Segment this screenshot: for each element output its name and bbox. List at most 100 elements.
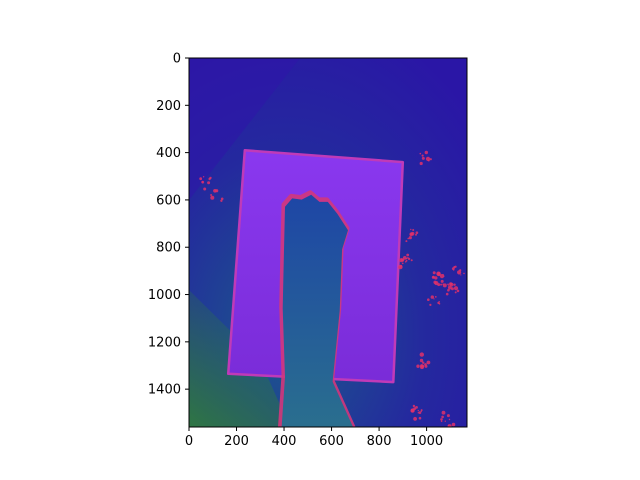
speckle-dot <box>427 298 430 302</box>
speckle-dot <box>417 409 419 412</box>
speckle-dot <box>405 259 408 262</box>
speckle-dot <box>457 270 462 275</box>
speckle-dot <box>447 283 449 286</box>
speckle-dot <box>408 236 412 240</box>
speckle-dot <box>454 291 457 294</box>
speckle-dot <box>447 424 452 427</box>
speckle-dot <box>415 233 417 236</box>
speckle-dot <box>429 303 432 306</box>
speckle-dot <box>401 262 404 265</box>
speckle-dot <box>419 152 422 155</box>
speckle-dot <box>440 420 443 423</box>
speckle-dot <box>398 264 403 270</box>
speckle-dot <box>437 283 441 287</box>
speckle-dot <box>220 199 223 202</box>
speckle-dot <box>463 272 465 275</box>
speckle-dot <box>209 176 212 180</box>
speckle-dot <box>413 417 417 421</box>
x-tick-label: 600 <box>319 434 344 449</box>
speckle-dot <box>421 154 424 157</box>
speckle-dot <box>440 418 443 421</box>
speckle-dot <box>449 282 453 286</box>
speckle-dot <box>434 276 438 280</box>
speckle-dot <box>442 274 444 276</box>
image-area <box>189 58 467 427</box>
plot-frame <box>188 57 468 428</box>
y-tick-label: 1200 <box>148 335 181 350</box>
speckle-dot <box>215 189 219 193</box>
speckle-dot <box>429 158 432 161</box>
x-tick-label: 400 <box>272 434 297 449</box>
speckle-dot <box>426 360 431 365</box>
speckle-dot <box>450 287 454 291</box>
speckle-dot <box>416 364 420 368</box>
diagonal-shade <box>189 58 300 200</box>
speckle-dot <box>406 253 410 257</box>
speckle-dot <box>440 279 444 283</box>
speckle-dot <box>441 410 446 415</box>
speckle-dot <box>431 275 435 279</box>
speckle-dot <box>417 412 419 414</box>
speckle-dot <box>460 274 462 276</box>
speckle-dot <box>409 233 412 236</box>
y-tick-label: 400 <box>156 146 181 161</box>
speckle-dot <box>446 414 450 418</box>
speckle-dot <box>424 150 428 155</box>
speckle-dot <box>210 194 213 196</box>
speckle-dot <box>419 358 424 363</box>
speckle-dot <box>448 418 451 421</box>
y-tick-label: 0 <box>173 52 181 67</box>
speckle-dot <box>407 237 410 240</box>
speckle-dot <box>453 286 459 291</box>
speckle-dot <box>419 352 424 357</box>
speckle-dot <box>405 240 408 243</box>
speckle-dot <box>410 259 413 262</box>
speckles <box>199 150 465 427</box>
x-tick-label: 800 <box>367 434 392 449</box>
speckle-dot <box>444 420 446 422</box>
speckle-dot <box>447 424 449 426</box>
speckle-dot <box>413 407 417 410</box>
speckle-dot <box>418 416 422 420</box>
speckle-dot <box>207 181 211 185</box>
speckle-dot <box>421 156 425 160</box>
speckle-dot <box>448 285 450 287</box>
speckle-dot <box>412 404 416 408</box>
speckle-dot <box>202 176 205 178</box>
speckle-dot <box>430 295 434 299</box>
speckle-dot <box>420 409 423 412</box>
x-tick-label: 200 <box>224 434 249 449</box>
speckle-dot <box>453 283 456 286</box>
speckle-dot <box>424 363 427 366</box>
speckle-dot <box>418 411 422 414</box>
speckle-dot <box>420 364 424 368</box>
speckle-dot <box>433 298 435 300</box>
speckle-dot <box>437 301 440 305</box>
speckle-dot <box>419 161 423 166</box>
speckle-dot <box>456 289 460 293</box>
speckle-dot <box>410 228 412 231</box>
speckle-dot <box>407 257 411 261</box>
speckle-dot <box>451 422 456 427</box>
x-tick-label: 1000 <box>410 434 443 449</box>
speckle-dot <box>203 187 207 191</box>
speckle-dot <box>432 271 436 275</box>
speckle-dot <box>415 231 419 234</box>
speckle-dot <box>405 257 408 260</box>
speckle-dot <box>422 361 425 364</box>
y-tick-label: 1000 <box>148 288 181 303</box>
speckle-dot <box>210 195 215 200</box>
speckle-dot <box>443 275 445 277</box>
speckle-dot <box>440 283 443 286</box>
speckle-dot <box>434 296 437 298</box>
y-tick-label: 600 <box>156 193 181 208</box>
speckle-dot <box>442 283 445 286</box>
speckle-dot <box>453 266 456 269</box>
speckle-dot <box>445 292 449 296</box>
speckle-dot <box>447 288 450 292</box>
speckle-dot <box>433 280 437 284</box>
y-tick-label: 800 <box>156 241 181 256</box>
speckle-dot <box>201 181 204 183</box>
speckle-dot <box>441 415 444 419</box>
y-tick-label: 1400 <box>148 383 181 398</box>
